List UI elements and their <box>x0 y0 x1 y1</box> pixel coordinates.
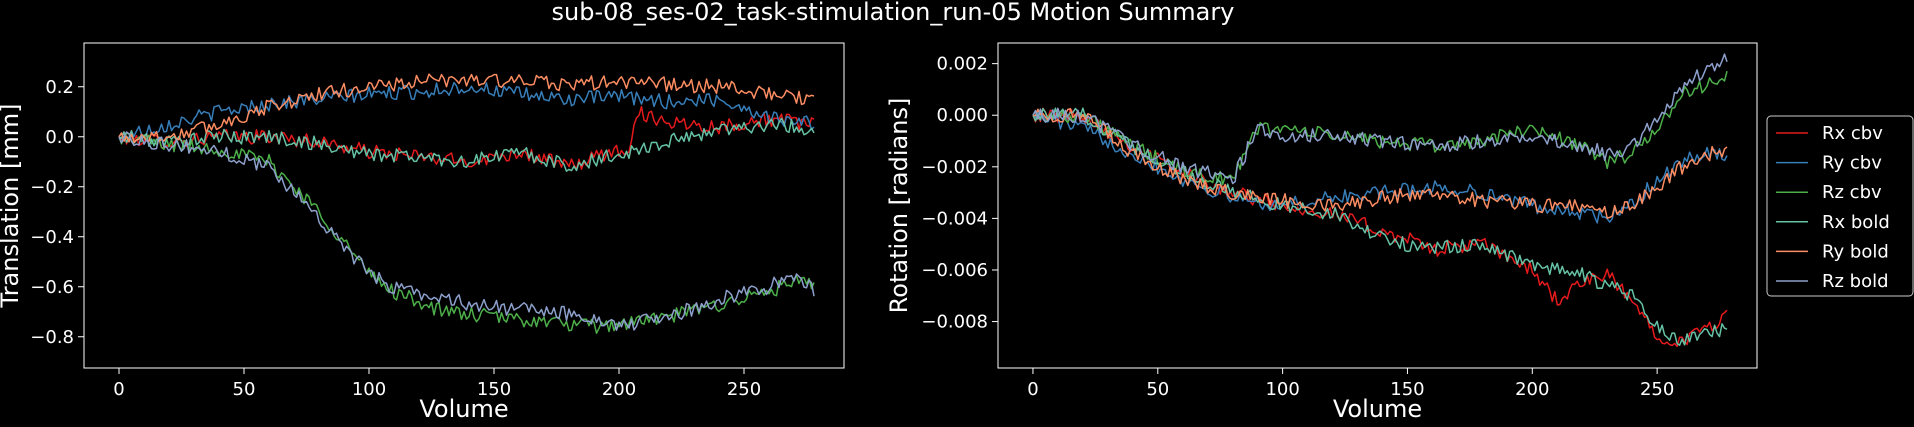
rotation-x-tick-label: 250 <box>1640 379 1674 400</box>
translation-y-tick-label: −0.2 <box>30 177 74 198</box>
translation-x-tick-label: 50 <box>233 379 256 400</box>
translation-x-tick-label: 0 <box>113 379 124 400</box>
legend-label-5: Ry bold <box>1822 241 1889 262</box>
translation-series <box>118 73 815 334</box>
rotation-x-tick-label: 50 <box>1146 379 1169 400</box>
translation-series-line-5 <box>118 73 815 144</box>
translation-y-tick-label: −0.4 <box>30 227 74 248</box>
rotation-x-axis-label: Volume <box>1333 395 1422 423</box>
legend: Rx cbv Ry cbv Rz cbv Rx bold Ry bold Rz bold <box>1766 115 1914 297</box>
translation-y-tick-label: 0.2 <box>45 77 74 98</box>
legend-label-1: Rx cbv <box>1822 123 1883 144</box>
translation-x-axis-label: Volume <box>419 395 508 423</box>
translation-panel: 0 50 100 150 200 250 −0.8 −0.6 −0.4 −0.2 0.0 0.2 Vol… <box>0 42 845 423</box>
rotation-series-line-3 <box>1032 71 1728 186</box>
translation-axes-frame <box>83 42 845 369</box>
rotation-series-line-4 <box>1032 107 1728 346</box>
translation-series-line-2 <box>118 81 815 141</box>
rotation-y-tick-label: −0.006 <box>921 260 988 281</box>
rotation-y-tick-label: −0.008 <box>921 312 988 333</box>
translation-series-line-1 <box>118 105 815 170</box>
rotation-x-tick-label: 200 <box>1515 379 1549 400</box>
rotation-series-line-6 <box>1032 53 1728 185</box>
rotation-panel: 0 50 100 150 200 250 −0.008 −0.006 −0.004 −0.002 0… <box>885 42 1914 423</box>
rotation-y-tick-label: −0.002 <box>921 157 988 178</box>
rotation-series-line-2 <box>1032 109 1728 224</box>
rotation-y-tick-label: −0.004 <box>921 208 988 229</box>
legend-label-6: Rz bold <box>1822 271 1889 292</box>
figure-title: sub-08_ses-02_task-stimulation_run-05 Mo… <box>552 0 1235 26</box>
rotation-x-tick-label: 0 <box>1027 379 1038 400</box>
translation-y-axis-label: Translation [mm] <box>0 104 24 309</box>
translation-x-tick-label: 250 <box>727 379 761 400</box>
translation-x-tick-label: 100 <box>352 379 386 400</box>
rotation-x-tick-label: 100 <box>1265 379 1299 400</box>
rotation-series-line-5 <box>1032 108 1728 219</box>
translation-y-tick-label: −0.6 <box>30 277 74 298</box>
translation-y-tick-label: −0.8 <box>30 327 74 348</box>
rotation-series <box>1032 53 1728 348</box>
legend-label-3: Rz cbv <box>1822 182 1882 203</box>
translation-x-tick-label: 200 <box>602 379 636 400</box>
translation-x-tick-label: 150 <box>477 379 511 400</box>
legend-label-2: Ry cbv <box>1822 153 1882 174</box>
rotation-y-tick-label: 0.002 <box>936 54 988 75</box>
translation-series-line-4 <box>118 117 815 172</box>
translation-series-line-6 <box>118 131 815 331</box>
legend-label-4: Rx bold <box>1822 212 1890 233</box>
translation-y-tick-label: 0.0 <box>45 127 74 148</box>
rotation-x-tick-label: 150 <box>1390 379 1424 400</box>
rotation-y-tick-label: 0.000 <box>936 105 988 126</box>
rotation-y-axis-label: Rotation [radians] <box>885 98 913 314</box>
rotation-axes-frame <box>997 42 1758 369</box>
